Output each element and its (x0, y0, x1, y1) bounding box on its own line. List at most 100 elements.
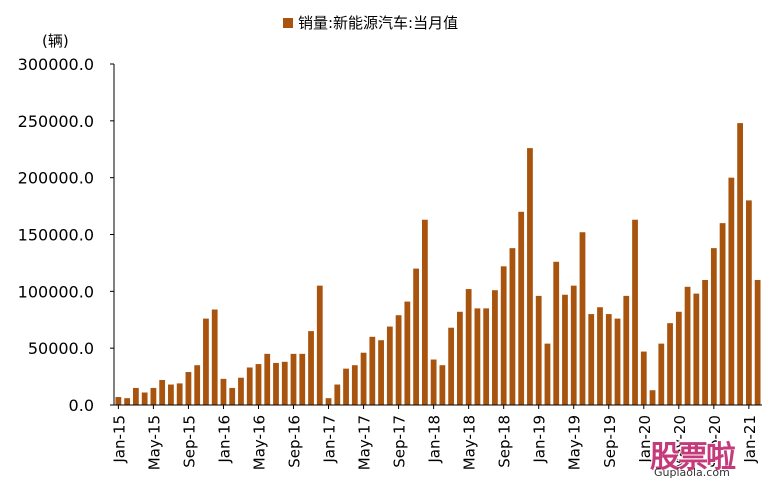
bar-Dec-19 (632, 219, 638, 405)
watermark-url: Gupiaola.com (654, 466, 730, 479)
bar-Mar-19 (553, 261, 560, 405)
bar-Aug-17 (386, 326, 393, 405)
bar-Jul-20 (693, 293, 700, 405)
x-tick-label: Sep-15 (180, 415, 198, 468)
bar-Dec-15 (211, 309, 218, 405)
bar-Jan-15 (115, 397, 122, 405)
bar-Jan-18 (430, 359, 437, 405)
x-axis: Jan-15 May-15 Sep-15 Jan-16 May-16 Sep-16 Jan-… (110, 405, 759, 470)
x-tick-label: Sep-16 (286, 415, 304, 468)
x-tick-label: May-19 (566, 415, 584, 470)
bar-Apr-16 (246, 367, 253, 405)
bar-Feb-15 (124, 398, 131, 405)
bar-Jan-19 (535, 295, 542, 405)
x-tick-label: Jan-18 (426, 415, 444, 464)
bar-Apr-17 (351, 365, 358, 405)
bar-Oct-20 (719, 223, 726, 405)
bar-May-18 (465, 289, 472, 405)
bar-Mar-20 (658, 343, 665, 405)
bar-Sep-15 (185, 372, 192, 405)
bar-Jan-21 (745, 200, 752, 405)
bar-Nov-16 (308, 331, 314, 405)
bar-Oct-19 (614, 318, 621, 405)
watermark: 股票啦 Gupiaola.com (650, 432, 762, 486)
bar-May-19 (570, 285, 577, 405)
y-unit-label: (辆) (42, 32, 69, 50)
bar-Dec-17 (421, 219, 428, 405)
bars (115, 123, 761, 406)
bar-Jan-16 (220, 378, 227, 405)
x-tick-label: May-16 (250, 415, 268, 470)
bar-Jun-18 (474, 308, 481, 405)
bar-May-16 (255, 364, 262, 405)
y-tick-label: 100000.0 (18, 282, 94, 301)
bar-Nov-19 (623, 295, 630, 405)
y-tick-label: 250000.0 (18, 112, 94, 131)
bar-Feb-16 (229, 387, 236, 405)
bar-Jan-20 (640, 351, 647, 405)
x-tick-label: Jan-19 (531, 415, 549, 464)
bar-Jul-17 (378, 340, 384, 405)
bar-Jan-17 (325, 398, 332, 405)
bar-Jul-18 (483, 308, 490, 405)
bar-Apr-15 (141, 392, 148, 405)
bar-Mar-18 (448, 327, 455, 405)
bar-Sep-16 (290, 353, 297, 405)
bar-Jul-19 (588, 314, 595, 405)
bar-Feb-20 (649, 390, 656, 405)
y-tick-label: 0.0 (69, 396, 94, 415)
bar-Feb-21 (754, 279, 761, 405)
bar-Jul-15 (168, 384, 174, 405)
bar-Sep-17 (395, 315, 402, 405)
bar-Jun-19 (579, 232, 586, 405)
bar-Oct-15 (194, 365, 201, 405)
x-tick-label: Jan-21 (741, 415, 759, 464)
bar-May-15 (150, 387, 157, 405)
bar-Feb-18 (439, 365, 446, 405)
bar-Sep-18 (500, 266, 507, 405)
bar-Apr-18 (457, 311, 463, 405)
bar-Aug-19 (597, 307, 603, 405)
bar-Nov-15 (203, 318, 209, 405)
bar-Mar-15 (133, 387, 139, 405)
y-tick-label: 50000.0 (28, 339, 94, 358)
bar-Nov-20 (728, 177, 735, 405)
x-tick-label: Sep-19 (601, 415, 619, 468)
bar-Jun-17 (369, 336, 376, 405)
bar-Oct-17 (404, 301, 411, 405)
bar-Sep-19 (605, 314, 612, 405)
bar-Dec-18 (527, 148, 533, 406)
x-tick-label: Jan-20 (636, 415, 654, 464)
watermark-text: 股票啦 (650, 440, 736, 475)
bar-Feb-17 (334, 384, 341, 405)
bar-Aug-15 (176, 383, 183, 405)
x-tick-label: Jan-16 (215, 415, 233, 464)
x-tick-label: May-20 (671, 415, 689, 470)
bar-Dec-20 (737, 123, 743, 406)
legend: 销量:新能源汽车:当月值 (283, 14, 458, 32)
bar-Jul-16 (273, 362, 279, 405)
bar-Mar-17 (343, 368, 349, 405)
y-tick-label: 300000.0 (18, 55, 94, 74)
bar-Apr-20 (667, 323, 673, 405)
legend-swatch (283, 18, 293, 28)
bar-Aug-18 (492, 290, 498, 405)
bar-Jun-15 (159, 379, 166, 405)
y-tick-label: 150000.0 (18, 226, 94, 245)
bar-Sep-20 (710, 248, 717, 405)
x-tick-label: Sep-17 (391, 415, 409, 468)
bar-Oct-18 (509, 248, 516, 405)
x-tick-label: Sep-20 (706, 415, 724, 468)
x-tick-label: Sep-18 (496, 415, 514, 468)
bar-Nov-17 (413, 268, 419, 405)
bar-Nov-18 (518, 211, 525, 405)
x-tick-label: May-15 (145, 415, 163, 470)
x-tick-label: May-18 (461, 415, 479, 470)
bar-Mar-16 (238, 377, 244, 405)
bar-Jun-20 (684, 286, 691, 405)
y-tick-label: 200000.0 (18, 169, 94, 188)
x-tick-label: Jan-15 (110, 415, 128, 464)
bar-May-17 (360, 352, 367, 405)
x-tick-label: May-17 (356, 415, 374, 470)
